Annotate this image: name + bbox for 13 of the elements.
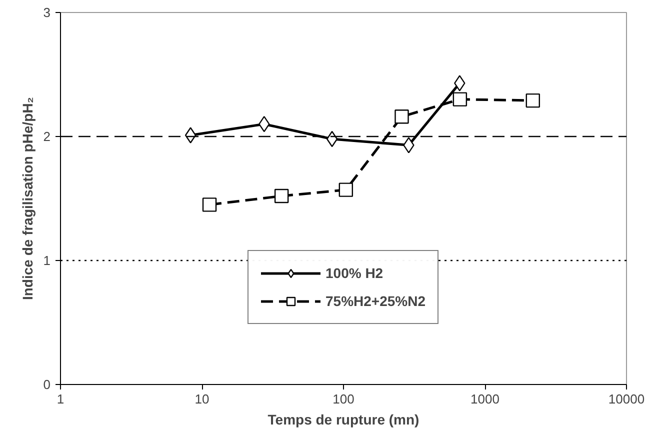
x-tick-label: 10000	[608, 392, 645, 406]
x-tick-label: 10	[194, 392, 210, 406]
y-axis-title: Indice de fragilisation pHe/pH₂	[19, 96, 36, 300]
x-axis-title: Temps de rupture (mn)	[268, 412, 420, 428]
y-tick-label: 1	[43, 253, 51, 268]
y-tick-label: 0	[43, 377, 51, 392]
legend-label: 100% H2	[325, 265, 384, 281]
x-tick-label: 100	[332, 392, 354, 406]
x-tick-label: 1000	[470, 392, 500, 406]
y-tick-label: 3	[43, 5, 51, 20]
y-tick-label: 2	[43, 129, 51, 144]
x-tick-label: 1	[56, 392, 64, 406]
legend-label: 75%H2+25%N2	[325, 293, 426, 309]
